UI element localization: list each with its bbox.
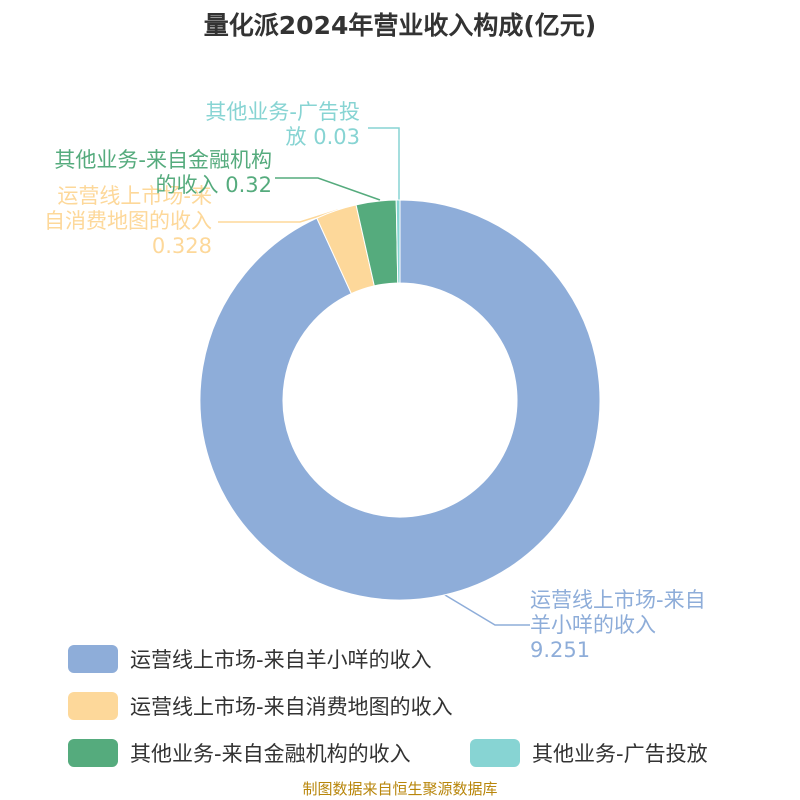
label-name: 运营线上市场-来自羊小咩的收入 xyxy=(530,588,706,637)
legend-item: 运营线上市场-来自消费地图的收入 xyxy=(68,691,453,721)
data-label: 其他业务-广告投放 0.03 xyxy=(200,100,360,150)
leader-line xyxy=(368,127,400,200)
donut-slice xyxy=(199,199,601,601)
legend-swatch xyxy=(68,645,118,673)
leader-line xyxy=(275,177,381,201)
legend-label: 运营线上市场-来自消费地图的收入 xyxy=(130,695,453,719)
source-note: 制图数据来自恒生聚源数据库 xyxy=(302,780,498,798)
label-value: 0.03 xyxy=(313,125,360,149)
legend-swatch xyxy=(68,739,118,767)
label-value: 9.251 xyxy=(530,638,591,662)
legend-label: 其他业务-来自金融机构的收入 xyxy=(130,742,411,766)
label-value: 0.328 xyxy=(151,234,212,258)
data-label: 其他业务-来自金融机构的收入 0.32 xyxy=(40,148,272,198)
legend-item: 其他业务-来自金融机构的收入 xyxy=(68,738,411,768)
label-name: 其他业务-来自金融机构的收入 xyxy=(54,148,272,197)
label-value: 0.32 xyxy=(225,173,272,197)
legend-swatch xyxy=(68,692,118,720)
data-label: 运营线上市场-来自消费地图的收入 0.328 xyxy=(40,184,212,259)
legend-label: 其他业务-广告投放 xyxy=(532,742,708,766)
legend-item: 运营线上市场-来自羊小咩的收入 xyxy=(68,644,432,674)
leader-line xyxy=(439,591,530,626)
label-name: 运营线上市场-来自消费地图的收入 xyxy=(44,184,212,233)
chart-title: 量化派2024年营业收入构成(亿元) xyxy=(203,11,597,40)
data-label: 运营线上市场-来自羊小咩的收入 9.251 xyxy=(530,588,710,663)
legend-item: 其他业务-广告投放 xyxy=(470,738,708,768)
label-name: 其他业务-广告投放 xyxy=(205,100,360,149)
legend-swatch xyxy=(470,739,520,767)
legend-label: 运营线上市场-来自羊小咩的收入 xyxy=(130,648,432,672)
donut-slice xyxy=(395,199,401,284)
